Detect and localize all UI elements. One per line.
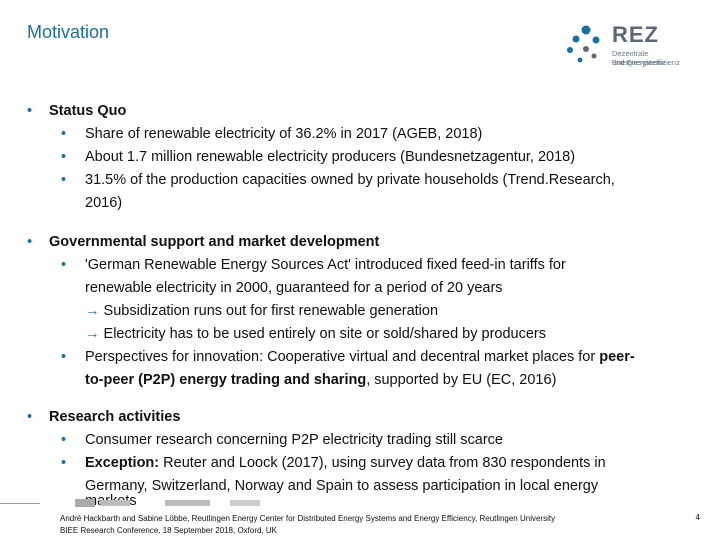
bullet-perspectives-cont: to-peer (P2P) energy trading and sharing…: [27, 369, 707, 392]
exception-text: Reuter and Loock (2017), using survey da…: [159, 455, 606, 471]
rez-logo: REZ Dezentrale Energiesysteme und Energi…: [562, 22, 702, 72]
page-title: Motivation: [27, 22, 110, 42]
perspectives-bold-1: peer-: [599, 349, 635, 365]
arrow-subsidization: → Subsidization runs out for first renew…: [27, 300, 707, 323]
arrow-right-icon: →: [85, 303, 100, 319]
bullet-renewable-share: Share of renewable electricity of 36.2% …: [27, 123, 707, 146]
section-heading-governmental: Governmental support and market developm…: [27, 231, 707, 254]
perspectives-bold-2: to-peer (P2P) energy trading and sharing: [85, 372, 367, 388]
perspectives-tail: , supported by EU (EC, 2016): [366, 372, 557, 388]
exception-label: Exception:: [85, 455, 160, 471]
bullet-producers: About 1.7 million renewable electricity …: [27, 146, 707, 169]
footer-authors: André Hackbarth and Sabine Löbbe, Reutli…: [60, 514, 556, 523]
arrow-right-icon: →: [85, 326, 100, 342]
bullet-exception-cont: Germany, Switzerland, Norway and Spain t…: [85, 478, 599, 494]
bullet-capacities-cont: 2016): [85, 195, 123, 211]
section-heading-status-quo: Status Quo: [27, 100, 707, 123]
logo-subtitle-2: und Energieeffizienz: [612, 58, 680, 67]
perspectives-text: Perspectives for innovation: Cooperative…: [85, 349, 600, 365]
arrow-electricity-text: Electricity has to be used entirely on s…: [103, 326, 547, 342]
slide-body: Status Quo Share of renewable electricit…: [27, 100, 707, 513]
logo-word: REZ: [612, 22, 659, 47]
footer-text: André Hackbarth and Sabine Löbbe, Reutli…: [60, 513, 660, 537]
bullet-eeg: 'German Renewable Energy Sources Act' in…: [27, 254, 707, 277]
arrow-subsidization-text: Subsidization runs out for first renewab…: [103, 303, 439, 319]
bullet-eeg-cont: renewable electricity in 2000, guarantee…: [85, 280, 503, 296]
bullet-capacities: 31.5% of the production capacities owned…: [27, 169, 707, 192]
bullet-perspectives: Perspectives for innovation: Cooperative…: [27, 346, 707, 369]
logo-subtitle-1: Dezentrale Energiesysteme: [612, 49, 666, 67]
section-heading-research: Research activities: [27, 406, 707, 429]
page-number: 4: [695, 513, 700, 522]
footer-decoration: [0, 499, 260, 507]
bullet-exception: Exception: Reuter and Loock (2017), usin…: [27, 452, 707, 475]
bullet-consumer-research: Consumer research concerning P2P electri…: [27, 429, 707, 452]
footer-conference: BIEE Research Conference, 18 September 2…: [60, 526, 278, 535]
logo-mark-icon: [567, 25, 600, 63]
arrow-electricity: → Electricity has to be used entirely on…: [27, 323, 707, 346]
